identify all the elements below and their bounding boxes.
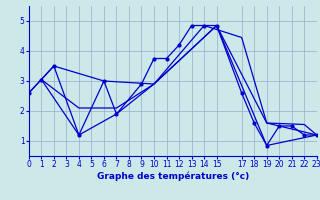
X-axis label: Graphe des températures (°c): Graphe des températures (°c) [97,172,249,181]
